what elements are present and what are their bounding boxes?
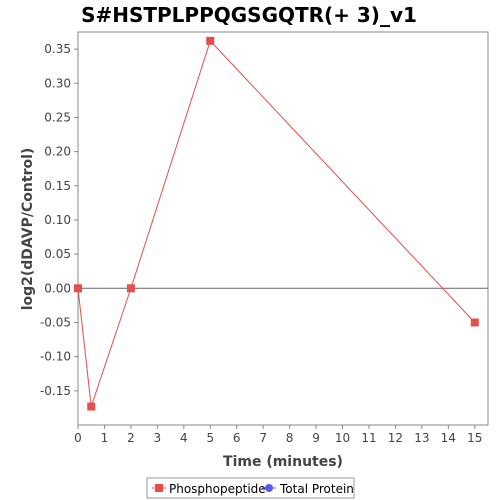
y-tick-label: 0.10 <box>44 213 71 227</box>
legend-phosphopeptide-marker <box>155 484 163 492</box>
data-point <box>87 402 96 411</box>
chart-title: S#HSTPLPPQGSGQTR(+ 3)_v1 <box>81 3 417 27</box>
data-point <box>74 284 82 293</box>
legend-box <box>146 477 355 499</box>
y-tick-label: 0.35 <box>44 42 71 56</box>
y-tick-label: -0.05 <box>40 315 71 329</box>
legend-phosphopeptide-label: Phosphopeptide <box>169 482 266 496</box>
x-axis-label: Time (minutes) <box>223 454 343 470</box>
y-tick-label: -0.15 <box>40 384 71 398</box>
x-axis: 0 1 2 3 4 5 6 7 8 9 10 11 12 13 14 15 <box>74 425 482 445</box>
y-tick-label: 0.20 <box>44 145 71 159</box>
y-axis: -0.15 -0.10 -0.05 0.00 0.05 0.10 0.15 0.20 0.25 0… <box>40 42 78 398</box>
plot-area <box>77 31 489 426</box>
x-tick-label: 4 <box>180 431 188 445</box>
x-tick-label: 8 <box>286 431 294 445</box>
y-tick-label: 0.15 <box>44 179 71 193</box>
x-tick-label: 9 <box>312 431 320 445</box>
x-tick-label: 0 <box>74 431 82 445</box>
series-layer <box>74 36 479 411</box>
x-tick-label: 10 <box>335 431 350 445</box>
x-tick-label: 13 <box>414 431 429 445</box>
x-tick-label: 1 <box>101 431 109 445</box>
x-tick-label: 11 <box>361 431 376 445</box>
x-tick-label: 7 <box>259 431 267 445</box>
x-tick-label: 2 <box>127 431 135 445</box>
data-point <box>126 284 135 293</box>
y-tick-label: 0.05 <box>44 247 71 261</box>
legend-total-protein-label: Total Protein <box>279 482 354 496</box>
legend: Phosphopeptide Total Protein <box>146 477 355 499</box>
data-point <box>470 318 479 327</box>
x-tick-label: 14 <box>441 431 456 445</box>
y-tick-label: 0.30 <box>44 76 71 90</box>
data-point <box>206 36 215 45</box>
x-tick-label: 6 <box>233 431 241 445</box>
x-tick-label: 12 <box>388 431 403 445</box>
plot-border <box>77 31 489 426</box>
x-tick-label: 15 <box>467 431 482 445</box>
y-tick-label: 0.25 <box>44 110 71 124</box>
y-tick-label: 0.00 <box>44 281 71 295</box>
x-tick-label: 5 <box>206 431 214 445</box>
y-axis-label: log2(dDAVP/Control) <box>20 148 36 311</box>
y-tick-label: -0.10 <box>40 350 71 364</box>
legend-total-protein-marker <box>265 484 273 492</box>
x-tick-label: 3 <box>154 431 162 445</box>
